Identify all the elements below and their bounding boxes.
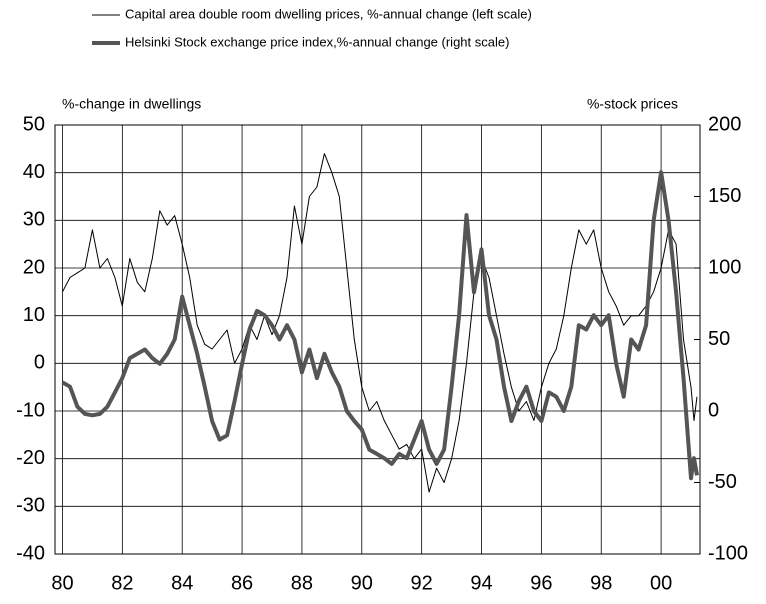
legend-label: Helsinki Stock exchange price index,%-an… [125, 34, 509, 49]
y2-tick-label: 50 [708, 328, 730, 350]
x-tick-label: 92 [411, 572, 433, 594]
y-tick-label: -40 [16, 542, 45, 564]
y-tick-label: -20 [16, 447, 45, 469]
y-axis-label: %-change in dwellings [62, 96, 201, 112]
x-tick-label: 80 [51, 572, 73, 594]
series-line [61, 170, 699, 481]
x-tick-label: 98 [590, 572, 612, 594]
y-tick-label: -30 [16, 495, 45, 517]
plot-frame [54, 124, 701, 555]
x-tick-label: 00 [650, 572, 672, 594]
y-tick-label: 20 [23, 256, 45, 278]
y2-tick-label: -100 [708, 542, 748, 564]
y2-tick-label: 0 [708, 399, 719, 421]
y2-tick-label: -50 [708, 471, 737, 493]
y-tick-label: 0 [34, 352, 45, 374]
legend-label: Capital area double room dwelling prices… [125, 6, 532, 21]
y2-axis-label: %-stock prices [587, 96, 678, 112]
x-tick-label: 96 [530, 572, 552, 594]
x-tick-label: 86 [231, 572, 253, 594]
y-tick-label: -10 [16, 399, 45, 421]
y-tick-label: 50 [23, 113, 45, 135]
x-tick-label: 84 [171, 572, 193, 594]
y2-tick-label: 150 [708, 185, 741, 207]
y-tick-label: 10 [23, 304, 45, 326]
y-tick-label: 30 [23, 209, 45, 231]
x-tick-label: 82 [111, 572, 133, 594]
x-tick-label: 94 [470, 572, 492, 594]
x-tick-label: 88 [291, 572, 313, 594]
y2-tick-label: 100 [708, 256, 741, 278]
series-line [62, 153, 698, 493]
y-tick-label: 40 [23, 161, 45, 183]
x-tick-label: 90 [351, 572, 373, 594]
y2-tick-label: 200 [708, 113, 741, 135]
